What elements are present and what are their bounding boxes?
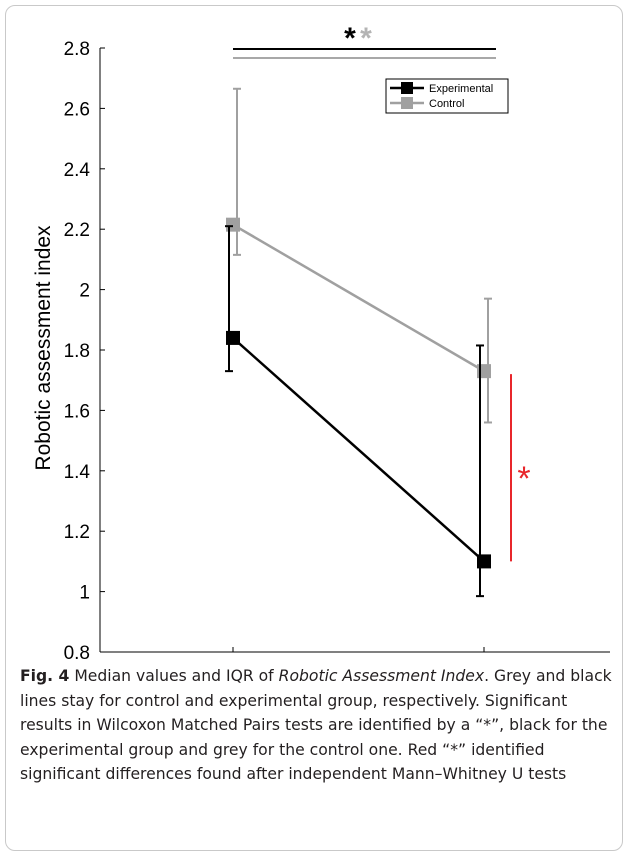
y-tick-label: 2.4 [64, 160, 91, 181]
y-tick-label: 1 [79, 583, 90, 604]
legend-label-experimental: Experimental [429, 83, 493, 95]
y-tick-label: 1.4 [64, 462, 91, 483]
series-line-control [232, 223, 485, 373]
caption-text-1: Median values and IQR of [69, 667, 279, 685]
significance-annotations: * ** [233, 22, 531, 562]
y-tick-label: 1.8 [64, 341, 90, 362]
line-chart: 0.8 1 1.2 1.4 1.6 1.8 2 2.2 2.4 2.6 2.8 BeginEnd R… [32, 22, 610, 660]
legend-marker-experimental [401, 82, 413, 94]
legend-marker-control [401, 97, 413, 109]
figure-frame [5, 5, 623, 851]
legend-label-control: Control [429, 98, 464, 110]
data-point-experimental [477, 554, 491, 569]
y-axis-label: Robotic assessment index [32, 225, 55, 471]
y-tick-label: 0.8 [64, 643, 90, 660]
significance-star-control: * [360, 22, 372, 55]
caption-italic-term: Robotic Assessment Index [278, 667, 485, 685]
series-group [225, 87, 492, 598]
figure-label: Fig. 4 [20, 667, 70, 685]
axes [99, 48, 610, 653]
significance-star-experimental: * [344, 22, 356, 55]
y-tick-label: 2.6 [64, 99, 90, 120]
series-control [226, 87, 492, 424]
legend: Experimental Control [385, 78, 509, 114]
significance-star-between-groups: * [517, 460, 530, 498]
caption-text-2: . Grey and black lines stay for control … [20, 667, 612, 783]
series-experimental [225, 225, 491, 598]
y-tick-label: 2.8 [64, 39, 90, 60]
y-axis-ticks: 0.8 1 1.2 1.4 1.6 1.8 2 2.2 2.4 2.6 2.8 [64, 39, 105, 660]
x-axis-ticks: BeginEnd [232, 647, 485, 652]
series-line-experimental [232, 336, 485, 563]
figure-caption: Fig. 4 Median values and IQR of Robotic … [20, 664, 616, 787]
y-tick-label: 2.2 [64, 220, 90, 241]
y-tick-label: 1.2 [64, 522, 90, 543]
data-point-experimental [226, 330, 240, 345]
y-tick-label: 1.6 [64, 401, 90, 422]
y-tick-label: 2 [79, 281, 90, 302]
